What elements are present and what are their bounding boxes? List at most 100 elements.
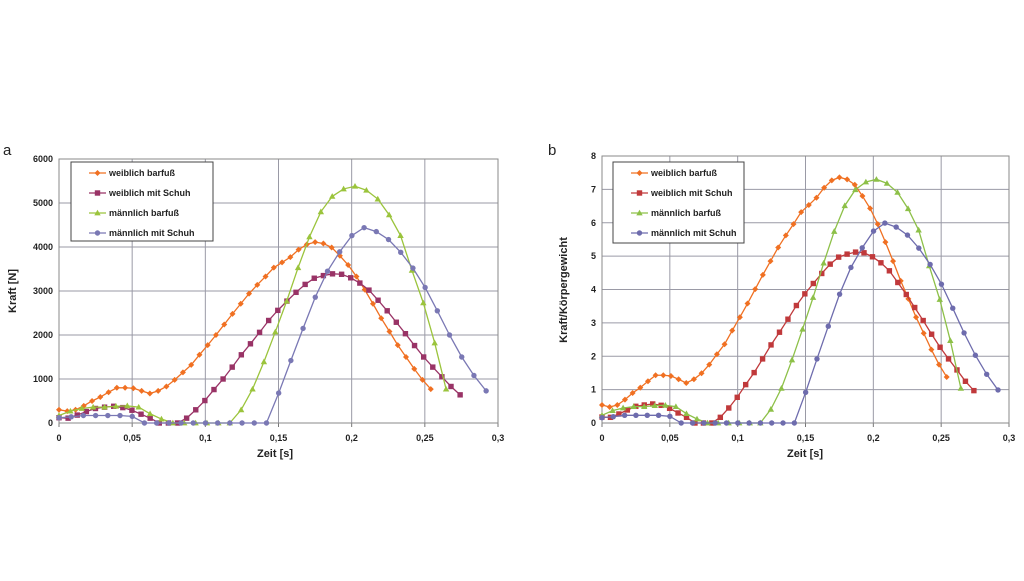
data-point [767,406,775,412]
data-point [831,228,838,234]
x-tick-label: 0,15 [270,433,288,443]
data-point [394,342,401,349]
data-point [386,328,393,335]
data-point [904,232,911,238]
data-point [767,258,774,265]
data-point [729,327,736,334]
y-tick-label: 6000 [33,154,53,164]
data-point [802,291,808,297]
legend-label: weiblich mit Schuh [108,188,191,198]
legend-marker [636,230,643,236]
data-point [193,407,199,413]
data-point [272,328,279,335]
series-line [58,226,487,424]
data-point [633,412,639,419]
data-point [385,211,393,218]
y-axis-title-b: Kraft/Körpergewicht [558,237,570,343]
data-point [166,420,172,426]
data-point [920,330,927,337]
data-point [641,403,648,410]
data-point [936,361,943,368]
x-tick-label: 0,2 [345,433,358,443]
data-point [300,325,306,332]
data-point [882,239,889,246]
legend: weiblich barfuß weiblich mit Schuh männlic… [70,161,214,242]
data-point [171,376,178,383]
legend-marker [636,170,643,176]
data-point [746,420,752,426]
data-point [893,224,899,230]
y-tick-label: 8 [591,151,596,161]
x-tick-label: 0,25 [932,433,950,443]
data-point [852,186,859,193]
data-point [260,358,268,365]
data-point [599,401,605,408]
data-point [374,195,381,202]
data-point [752,286,759,293]
data-point [652,372,659,379]
data-point [821,184,828,191]
data-point [120,404,126,411]
data-point [179,369,186,376]
data-point [701,420,707,426]
data-point [721,341,728,348]
legend-label: weiblich mit Schuh [650,188,733,198]
data-point [65,415,71,421]
data-point [920,317,926,324]
data-point [624,407,631,413]
data-point [275,390,282,396]
data-point [373,228,380,235]
data-point [336,249,343,255]
data-point [947,337,954,343]
y-tick-label: 4000 [33,242,53,252]
data-point [873,176,880,182]
data-point [263,420,270,426]
legend-box [612,161,745,244]
data-point [785,316,791,322]
data-point [348,275,354,281]
series-weiblich-mit-schuh [599,249,977,426]
y-axis-title-a: Kraft [N] [7,269,19,313]
data-point [861,250,867,256]
data-point [135,403,142,410]
data-point [683,379,690,386]
data-point [867,205,874,212]
x-axis-title-b: Zeit [s] [787,448,823,460]
x-tick-label: 0 [56,433,61,443]
data-point [904,205,912,212]
data-point [446,332,453,338]
data-point [619,404,627,411]
data-point [158,415,165,422]
data-point [229,364,235,370]
data-point [782,232,789,239]
data-point [819,270,825,277]
data-point [237,300,244,307]
data-point [459,354,465,360]
data-point [660,372,667,379]
data-point [434,308,441,314]
data-point [147,415,153,421]
data-point [410,265,416,271]
data-point [790,221,797,228]
data-point [340,185,347,192]
data-point [385,236,392,243]
data-point [393,319,400,325]
data-point [312,239,319,246]
y-tick-label: 6 [591,218,596,228]
data-point [651,402,658,409]
y-tick-label: 1000 [33,374,53,384]
data-point [312,294,318,300]
data-point [317,208,325,215]
x-tick-label: 0,3 [492,433,505,443]
data-point [366,287,372,293]
data-point [802,389,809,395]
data-point [183,415,190,421]
legend-label: weiblich barfuß [108,168,176,178]
data-point [751,369,757,376]
data-point [827,261,833,267]
data-point [227,420,233,426]
data-point [637,384,644,391]
data-point [101,403,108,410]
data-point [883,180,891,186]
data-point [351,182,359,189]
